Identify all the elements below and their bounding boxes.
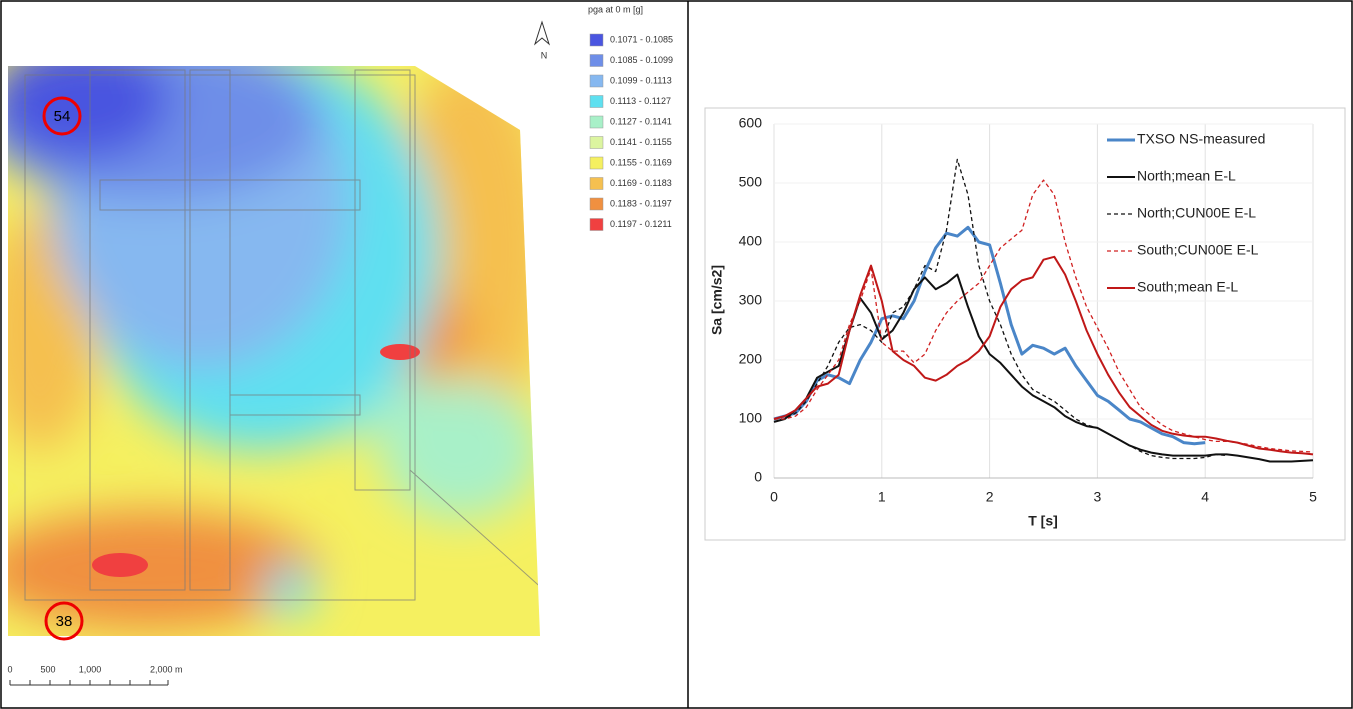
- scale-label: 1,000: [79, 664, 102, 674]
- scale-label: 500: [40, 664, 55, 674]
- y-tick-label: 200: [739, 351, 763, 367]
- y-tick-label: 400: [739, 233, 763, 249]
- legend-label: 0.1071 - 0.1085: [610, 34, 673, 44]
- legend-label: South;CUN00E E-L: [1137, 242, 1259, 258]
- x-tick-label: 3: [1094, 489, 1102, 505]
- legend-label: 0.1169 - 0.1183: [610, 178, 672, 188]
- contour-map: [8, 66, 540, 636]
- north-arrow: [533, 20, 551, 46]
- y-tick-label: 600: [739, 115, 763, 131]
- map-legend: 0.1071 - 0.1085 0.1085 - 0.1099 0.1099 - 0…: [589, 33, 673, 231]
- legend-label: 0.1183 - 0.1197: [610, 198, 672, 208]
- series-line: [773, 225, 1206, 446]
- legend-swatch: [589, 54, 604, 67]
- x-tick-label: 2: [986, 489, 994, 505]
- station-label: 54: [54, 108, 71, 125]
- series-line: [773, 273, 1314, 463]
- legend-swatch: [589, 74, 604, 88]
- north-label: N: [541, 50, 548, 60]
- y-tick-label: 0: [754, 469, 762, 485]
- y-tick-label: 500: [739, 174, 763, 190]
- scale-label: 0: [7, 664, 12, 674]
- station-marker: [42, 96, 82, 136]
- legend-swatch: [589, 95, 604, 108]
- legend-swatch: [589, 197, 604, 211]
- x-tick-label: 1: [878, 489, 886, 505]
- legend-swatch: [589, 156, 604, 170]
- legend-label: 0.1155 - 0.1169: [610, 157, 672, 167]
- legend-label: 0.1085 - 0.1099: [610, 55, 673, 65]
- series-line: [774, 179, 1314, 453]
- legend-swatch: [589, 115, 604, 129]
- station-label: 38: [56, 613, 73, 630]
- legend-label: South;mean E-L: [1137, 279, 1238, 295]
- y-axis-label: Sa [cm/s2]: [709, 265, 725, 335]
- legend-label: TXSO NS-measured: [1137, 131, 1265, 147]
- x-axis-label: T [s]: [1028, 513, 1058, 529]
- x-tick-label: 0: [770, 489, 778, 505]
- legend-label: 0.1127 - 0.1141: [610, 116, 672, 126]
- legend-swatch: [589, 33, 604, 47]
- map-legend-title: pga at 0 m [g]: [588, 4, 643, 14]
- station-marker: [44, 601, 84, 641]
- legend-label: North;mean E-L: [1137, 168, 1236, 184]
- chart: 0 1 2 3 4 5 0 100 200 300 400 500 600 TXSO NS-measure…: [739, 115, 1317, 505]
- legend-label: 0.1113 - 0.1127: [610, 96, 671, 106]
- x-tick-label: 4: [1201, 489, 1209, 505]
- legend-label: North;CUN00E E-L: [1137, 205, 1256, 221]
- series-line: [773, 158, 1227, 460]
- y-tick-label: 300: [739, 292, 763, 308]
- y-tick-label: 100: [739, 410, 763, 426]
- scale-label: 2,000 m: [150, 664, 183, 674]
- scale-bar: [9, 680, 169, 686]
- series-line: [773, 255, 1314, 456]
- chart-frame: [704, 107, 1346, 541]
- legend-swatch: [589, 218, 604, 231]
- legend-swatch: [589, 177, 604, 190]
- legend-label: 0.1099 - 0.1113: [610, 75, 672, 85]
- legend-label: 0.1141 - 0.1155: [610, 137, 672, 147]
- legend-label: 0.1197 - 0.1211: [610, 219, 672, 229]
- legend-swatch: [589, 136, 604, 149]
- x-tick-label: 5: [1309, 489, 1317, 505]
